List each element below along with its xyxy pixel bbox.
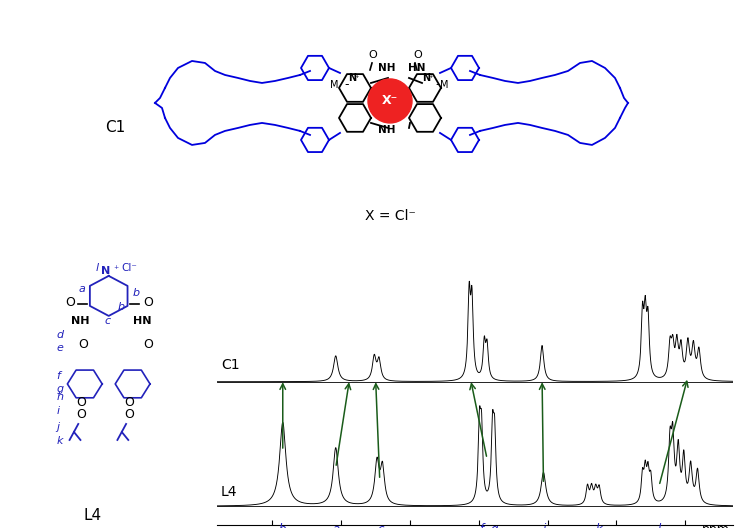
Text: N: N: [101, 266, 110, 276]
Text: HN: HN: [133, 316, 151, 326]
Text: O: O: [76, 396, 86, 409]
Text: X⁻: X⁻: [382, 95, 398, 108]
Text: O: O: [124, 396, 134, 409]
Text: d: d: [57, 330, 63, 340]
Text: j: j: [542, 523, 545, 528]
Text: b: b: [133, 288, 140, 298]
Text: ⁺: ⁺: [113, 265, 119, 275]
Text: ⁺: ⁺: [428, 74, 433, 83]
Text: O: O: [76, 408, 86, 421]
Text: O: O: [413, 50, 422, 60]
Text: f: f: [479, 523, 483, 528]
Text: HN: HN: [408, 63, 425, 73]
Text: c: c: [378, 523, 385, 528]
Text: a: a: [78, 284, 85, 294]
Text: M: M: [440, 80, 449, 90]
Text: Cl⁻: Cl⁻: [122, 263, 138, 273]
Text: b: b: [279, 523, 287, 528]
Text: NH: NH: [378, 63, 396, 73]
Circle shape: [368, 79, 412, 123]
Text: M: M: [330, 80, 338, 90]
Text: O: O: [144, 338, 153, 351]
Text: e: e: [57, 343, 63, 353]
Text: j: j: [57, 422, 60, 432]
Text: O: O: [124, 408, 134, 421]
Text: l: l: [657, 523, 660, 528]
Text: h: h: [57, 392, 63, 402]
Text: g: g: [490, 523, 497, 528]
Text: l: l: [96, 263, 99, 273]
Text: f: f: [57, 371, 60, 381]
Text: X = Cl⁻: X = Cl⁻: [365, 209, 416, 223]
Text: ⁺: ⁺: [354, 74, 358, 83]
Text: ppm: ppm: [702, 523, 730, 528]
Text: L4: L4: [221, 485, 237, 499]
Text: C1: C1: [221, 358, 240, 372]
Text: i: i: [57, 406, 60, 416]
Text: k: k: [595, 523, 603, 528]
Text: N: N: [348, 73, 356, 83]
Text: NH: NH: [378, 125, 396, 135]
Text: -: -: [435, 78, 439, 91]
Text: c: c: [105, 316, 111, 326]
Text: O: O: [144, 296, 153, 309]
Text: N: N: [422, 73, 430, 83]
Text: b: b: [117, 302, 125, 312]
Text: -: -: [344, 78, 349, 91]
Text: O: O: [78, 338, 88, 351]
Text: NH: NH: [71, 316, 89, 326]
Text: O: O: [368, 50, 377, 60]
Text: L4: L4: [83, 508, 102, 523]
Text: a: a: [332, 523, 339, 528]
Text: O: O: [65, 296, 75, 309]
Text: C1: C1: [105, 120, 125, 136]
Text: k: k: [57, 436, 63, 446]
Text: g: g: [57, 384, 63, 394]
